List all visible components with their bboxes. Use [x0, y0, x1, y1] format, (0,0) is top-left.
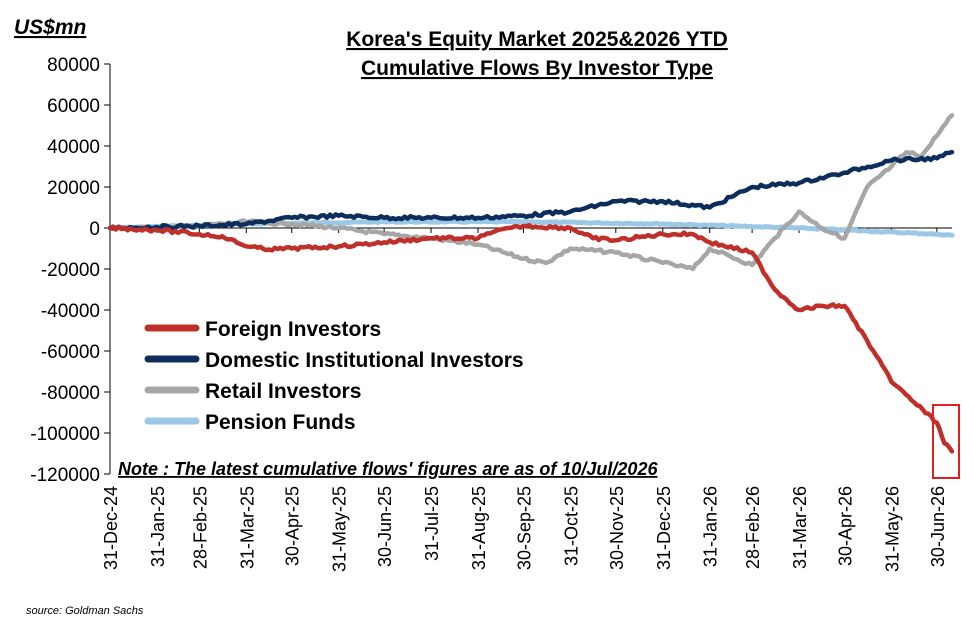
legend-label: Foreign Investors	[205, 318, 381, 341]
y-tick-label: 60000	[47, 96, 100, 117]
x-tick-label: 31-Jul-25	[422, 486, 442, 561]
legend-label: Domestic Institutional Investors	[205, 349, 524, 372]
legend-label: Pension Funds	[205, 411, 356, 434]
chart-title-line-2: Cumulative Flows By Investor Type	[361, 57, 713, 80]
y-tick-label: 0	[89, 219, 100, 240]
x-tick-label: 30-Jun-26	[928, 486, 948, 567]
x-tick-label: 28-Feb-26	[743, 486, 763, 569]
source-note: source: Goldman Sachs	[26, 605, 144, 617]
y-tick-label: 80000	[47, 55, 100, 76]
x-tick-label: 31-Dec-24	[101, 486, 121, 570]
x-tick-label: 31-Jan-25	[148, 486, 168, 567]
x-tick-label: 30-Sep-25	[514, 486, 534, 570]
x-tick-label: 31-Aug-25	[469, 486, 489, 570]
y-tick-label: -100000	[30, 424, 100, 445]
series-line-domestic-institutional-investors	[107, 149, 955, 232]
x-tick-label: 30-Jun-25	[375, 486, 395, 567]
chart-note: Note : The latest cumulative flows' figu…	[118, 459, 658, 479]
latest-value-highlight-box	[932, 404, 960, 479]
series-line-retail-investors	[107, 113, 955, 272]
series-line-foreign-investors	[107, 222, 955, 454]
legend-label: Retail Investors	[205, 380, 361, 403]
x-tick-label: 30-Apr-26	[835, 486, 855, 566]
y-tick-label: 40000	[47, 137, 100, 158]
y-tick-label: -20000	[41, 260, 100, 281]
x-tick-label: 30-Apr-25	[283, 486, 303, 566]
legend: Foreign Investors Domestic Institutional …	[144, 318, 524, 434]
series-lines	[107, 113, 955, 454]
x-tick-label: 31-Oct-25	[561, 486, 581, 566]
x-tick-label: 31-Jan-26	[701, 486, 721, 567]
y-tick-label: -80000	[41, 383, 100, 404]
y-tick-label: -40000	[41, 301, 100, 322]
y-tick-label: 20000	[47, 178, 100, 199]
x-tick-label: 31-May-26	[882, 486, 902, 572]
x-tick-label: 31-Dec-25	[654, 486, 674, 570]
y-axis: 80000 60000 40000 20000 0 -20000 -40000 -60000 -…	[30, 55, 111, 486]
x-tick-label: 31-May-25	[330, 486, 350, 572]
y-unit-label: US$mn	[14, 16, 86, 39]
y-tick-label: -60000	[41, 342, 100, 363]
x-tick-label: 31-Mar-25	[237, 486, 257, 569]
x-tick-label: 28-Feb-25	[190, 486, 210, 569]
x-tick-label: 31-Mar-26	[790, 486, 810, 569]
y-tick-label: -120000	[30, 465, 100, 486]
x-tick-label: 30-Nov-25	[607, 486, 627, 570]
chart-title-line-1: Korea's Equity Market 2025&2026 YTD	[346, 28, 728, 51]
